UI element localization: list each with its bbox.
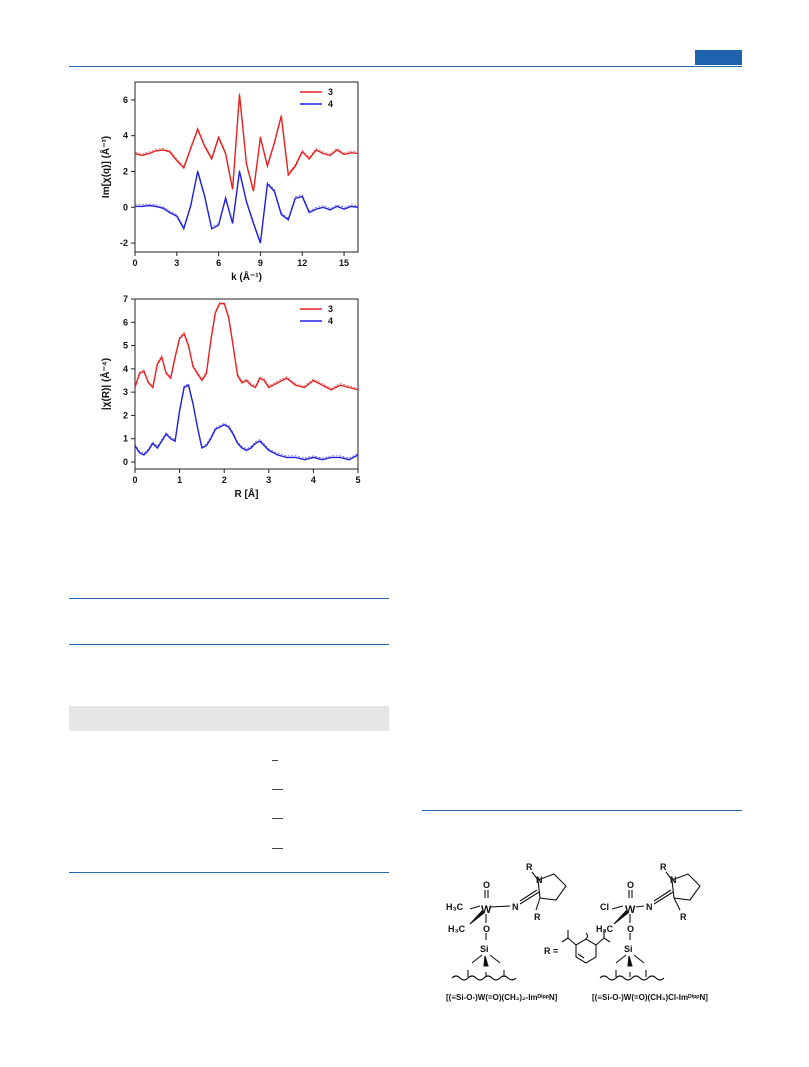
r-chart-y-axis-label: |χ(R)| (Å⁻⁴) bbox=[99, 358, 112, 410]
k-chart-legend-label-3: 3 bbox=[328, 87, 333, 97]
scheme-n-left: N bbox=[536, 875, 543, 885]
k-chart-series-fit-3 bbox=[134, 92, 359, 190]
scheme-o-link-left: O bbox=[483, 924, 490, 934]
table-top-rule bbox=[69, 598, 389, 599]
r-chart-x-tick-label: 0 bbox=[132, 475, 137, 485]
k-chart-series-fit-4 bbox=[135, 169, 359, 242]
table-dash-3 bbox=[272, 818, 283, 819]
k-chart-y-tick-label: 6 bbox=[123, 95, 128, 105]
k-chart-plot-frame bbox=[134, 81, 359, 253]
header-rule bbox=[69, 66, 742, 67]
r-chart-series-fit-3 bbox=[134, 301, 359, 389]
k-chart-x-tick-label: 12 bbox=[297, 258, 307, 268]
dipp-ring bbox=[575, 938, 597, 964]
scheme-ch3-b: H₃C bbox=[448, 924, 466, 934]
k-chart-legend-label-4: 4 bbox=[328, 99, 333, 109]
k-chart-y-tick-label: 0 bbox=[123, 202, 128, 212]
r-space-chart: 0 1 2 3 4 5 0 1 2 3 4 5 6 7 R [Å] |χ(R)| (Å⁻⁴) 3 4 bbox=[99, 294, 361, 500]
scheme-w-right: W bbox=[625, 904, 636, 916]
k-space-chart: 0 3 6 9 12 15 -2 0 2 4 6 k (Å⁻¹) Im[χ(q)] (Å⁻³) 3 4 bbox=[99, 81, 359, 283]
k-chart-y-tick-label: -2 bbox=[120, 238, 128, 248]
r-chart-y-tick-label: 5 bbox=[123, 341, 128, 351]
scheme-w-left: W bbox=[481, 904, 492, 916]
scheme-r-bottom-right: R bbox=[680, 912, 687, 922]
scheme-ch3-c: H₃C bbox=[596, 924, 614, 934]
k-chart-y-tick-label: 2 bbox=[123, 166, 128, 176]
table-header-band bbox=[69, 706, 389, 731]
table-bottom-rule bbox=[69, 872, 389, 873]
scheme-r-top-left: R bbox=[526, 862, 533, 872]
r-chart-x-tick-label: 3 bbox=[266, 475, 271, 485]
scheme-n-mid-left: N bbox=[512, 902, 519, 912]
r-chart-y-tick-label: 1 bbox=[123, 434, 128, 444]
scheme-si-right: Si bbox=[624, 944, 633, 954]
r-chart-y-tick-label: 7 bbox=[123, 294, 128, 304]
scheme-o-top-left: O bbox=[483, 880, 490, 890]
r-chart-y-tick-label: 4 bbox=[123, 364, 128, 374]
r-chart-legend-label-3: 3 bbox=[328, 304, 333, 314]
scheme-n-right: N bbox=[670, 875, 677, 885]
header-tab-block bbox=[695, 50, 742, 65]
r-chart-series-line-3 bbox=[134, 302, 359, 391]
k-chart-series-line-4 bbox=[135, 171, 359, 244]
scheme-r-top-right: R bbox=[660, 862, 667, 872]
r-chart-x-axis-label: R [Å] bbox=[235, 487, 259, 500]
table-dash-2 bbox=[272, 789, 283, 790]
scheme-r-bottom-left: R bbox=[534, 912, 541, 922]
scheme-o-link-right: O bbox=[627, 924, 634, 934]
k-chart-y-tick-label: 4 bbox=[123, 131, 128, 141]
r-chart-series-line-4 bbox=[134, 384, 359, 461]
chemical-scheme: R N N R W O H₃C H₃C O Si R = R N N R W O… bbox=[446, 862, 708, 1002]
scheme-ch3-a: H₃C bbox=[446, 902, 464, 912]
k-chart-x-tick-label: 9 bbox=[258, 258, 263, 268]
k-chart-x-tick-label: 6 bbox=[216, 258, 221, 268]
r-chart-plot-frame bbox=[134, 298, 359, 470]
scheme-cl: Cl bbox=[600, 902, 609, 912]
k-chart-x-tick-label: 0 bbox=[132, 258, 137, 268]
scheme-si-left: Si bbox=[480, 944, 489, 954]
r-chart-x-tick-label: 5 bbox=[355, 475, 360, 485]
k-chart-x-tick-label: 3 bbox=[174, 258, 179, 268]
r-chart-y-tick-label: 2 bbox=[123, 410, 128, 420]
scheme-n-mid-right: N bbox=[646, 902, 653, 912]
r-chart-x-tick-label: 1 bbox=[177, 475, 182, 485]
imidazole-ring-left bbox=[537, 873, 567, 901]
table-second-rule bbox=[69, 644, 389, 645]
table-dash-1 bbox=[272, 760, 278, 761]
k-chart-x-axis-label: k (Å⁻¹) bbox=[231, 270, 262, 283]
imidazole-ring-right bbox=[671, 873, 701, 901]
r-chart-x-tick-label: 4 bbox=[311, 475, 316, 485]
r-chart-legend-label-4: 4 bbox=[328, 316, 333, 326]
r-chart-x-tick-label: 2 bbox=[222, 475, 227, 485]
r-chart-y-tick-label: 6 bbox=[123, 317, 128, 327]
table-dash-4 bbox=[272, 848, 283, 849]
k-chart-y-axis-label: Im[χ(q)] (Å⁻³) bbox=[99, 136, 112, 198]
k-chart-x-tick-label: 15 bbox=[339, 258, 349, 268]
scheme-o-top-right: O bbox=[627, 880, 634, 890]
k-chart-series-line-3 bbox=[134, 94, 359, 192]
scheme-r-equals: R = bbox=[544, 946, 558, 956]
r-chart-y-tick-label: 0 bbox=[123, 457, 128, 467]
scheme-caption-left: [(≡Si-O-)W(=O)(CH₂)₂-ImᴰⁱᵖᵖN] bbox=[446, 992, 558, 1002]
scheme-caption-right: [(≡Si-O-)W(=O)(CH₃)Cl-ImᴰⁱᵖᵖN] bbox=[592, 992, 708, 1002]
r-chart-y-tick-label: 3 bbox=[123, 387, 128, 397]
r-chart-series-fit-4 bbox=[134, 383, 359, 459]
scheme-top-rule bbox=[422, 810, 742, 811]
